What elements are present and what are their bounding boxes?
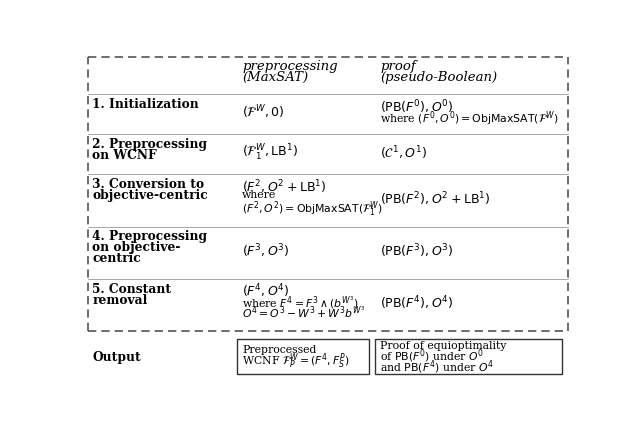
Text: $(F^2, O^2 + \mathrm{LB}^1)$: $(F^2, O^2 + \mathrm{LB}^1)$ (242, 178, 326, 196)
Text: Proof of equioptimality: Proof of equioptimality (380, 340, 506, 351)
Text: 2. Preprocessing: 2. Preprocessing (92, 138, 207, 151)
Text: on WCNF: on WCNF (92, 149, 157, 162)
Text: $(\mathcal{C}^1, O^1)$: $(\mathcal{C}^1, O^1)$ (380, 144, 427, 162)
Text: $(F^2, O^2) = \mathrm{ObjMaxSAT}(\mathcal{F}_1^W)$: $(F^2, O^2) = \mathrm{ObjMaxSAT}(\mathca… (242, 199, 383, 219)
Text: 3. Conversion to: 3. Conversion to (92, 178, 205, 191)
Text: preprocessing: preprocessing (242, 60, 338, 73)
Text: where $F^4 = F^3 \wedge (b^{W^3})$: where $F^4 = F^3 \wedge (b^{W^3})$ (242, 294, 359, 311)
Text: $O^4 = O^3 - W^3 + W^3 b^{W^3}$: $O^4 = O^3 - W^3 + W^3 b^{W^3}$ (242, 305, 365, 320)
Text: of $\mathrm{PB}(F^0)$ under $O^0$: of $\mathrm{PB}(F^0)$ under $O^0$ (380, 348, 484, 365)
Text: where $(F^0, O^0) = \mathrm{ObjMaxSAT}(\mathcal{F}^W)$: where $(F^0, O^0) = \mathrm{ObjMaxSAT}(\… (380, 110, 558, 128)
Text: (MaxSAT): (MaxSAT) (242, 71, 308, 84)
Text: (pseudo-Boolean): (pseudo-Boolean) (380, 71, 497, 84)
Text: where: where (242, 190, 276, 200)
Text: $(F^3, O^3)$: $(F^3, O^3)$ (242, 242, 290, 260)
Text: removal: removal (92, 294, 148, 307)
Text: centric: centric (92, 252, 141, 265)
Text: Preprocessed: Preprocessed (242, 345, 316, 355)
Text: objective-centric: objective-centric (92, 189, 208, 202)
Text: 1. Initialization: 1. Initialization (92, 98, 199, 111)
Text: $(\mathrm{PB}(F^0), O^0)$: $(\mathrm{PB}(F^0), O^0)$ (380, 98, 454, 116)
Text: on objective-: on objective- (92, 241, 180, 254)
Text: Output: Output (92, 351, 141, 364)
Text: $(\mathcal{F}_1^W, \mathrm{LB}^1)$: $(\mathcal{F}_1^W, \mathrm{LB}^1)$ (242, 143, 298, 163)
Text: $(\mathcal{F}^W, 0)$: $(\mathcal{F}^W, 0)$ (242, 104, 284, 121)
Text: proof: proof (380, 60, 415, 73)
Text: and $\mathrm{PB}(F^4)$ under $O^4$: and $\mathrm{PB}(F^4)$ under $O^4$ (380, 359, 493, 376)
Text: WCNF $\mathcal{F}_P^W = (F^4, F_S^P)$: WCNF $\mathcal{F}_P^W = (F^4, F_S^P)$ (242, 351, 349, 371)
Text: 4. Preprocessing: 4. Preprocessing (92, 231, 207, 244)
Text: $(\mathrm{PB}(F^4), O^4)$: $(\mathrm{PB}(F^4), O^4)$ (380, 295, 454, 312)
Text: $(\mathrm{PB}(F^3), O^3)$: $(\mathrm{PB}(F^3), O^3)$ (380, 242, 454, 260)
Text: $(\mathrm{PB}(F^2), O^2 + \mathrm{LB}^1)$: $(\mathrm{PB}(F^2), O^2 + \mathrm{LB}^1)… (380, 190, 490, 208)
Text: $(F^4, O^4)$: $(F^4, O^4)$ (242, 283, 290, 300)
Text: 5. Constant: 5. Constant (92, 283, 172, 296)
